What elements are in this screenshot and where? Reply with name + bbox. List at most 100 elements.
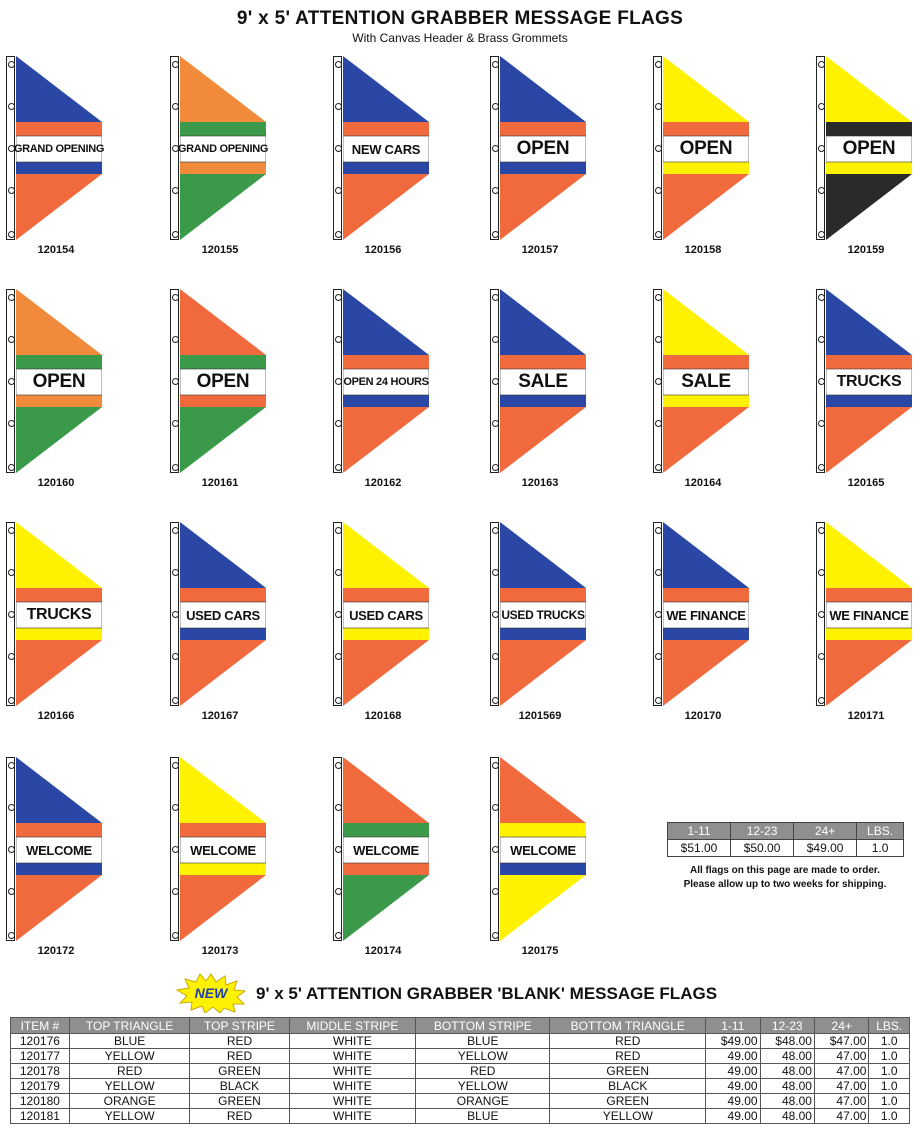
price-cell: $50.00 bbox=[730, 839, 795, 857]
flag-bottom-stripe bbox=[16, 162, 102, 174]
flag-middle-stripe bbox=[180, 136, 266, 162]
flag-bottom-triangle bbox=[343, 407, 429, 473]
flag-item: NEW CARS 120156 bbox=[333, 52, 433, 262]
flag-item: USED CARS 120167 bbox=[170, 518, 270, 728]
flag-graphic bbox=[343, 289, 429, 473]
flag-graphic bbox=[180, 757, 266, 941]
flag-bottom-triangle bbox=[16, 407, 102, 473]
table-cell: 47.00 bbox=[813, 1108, 870, 1124]
flag-message-border bbox=[826, 368, 912, 396]
grommet-icon bbox=[335, 846, 342, 853]
grommet-icon bbox=[492, 61, 499, 68]
grommet-icon bbox=[492, 569, 499, 576]
flag-bottom-stripe bbox=[16, 628, 102, 640]
grommet-icon bbox=[8, 187, 15, 194]
canvas-header bbox=[170, 289, 179, 473]
flag-middle-stripe bbox=[343, 136, 429, 162]
flag-graphic bbox=[16, 56, 102, 240]
flag-top-stripe bbox=[180, 122, 266, 136]
table-cell: WHITE bbox=[288, 1063, 417, 1079]
flag-top-triangle bbox=[16, 56, 102, 122]
flag-bottom-triangle bbox=[16, 875, 102, 941]
grommet-icon bbox=[172, 697, 179, 704]
flag-bottom-stripe bbox=[343, 628, 429, 640]
flag-item: USED TRUCKS 1201569 bbox=[490, 518, 590, 728]
table-cell: YELLOW bbox=[68, 1108, 191, 1124]
flag-message: WELCOME bbox=[353, 842, 419, 858]
flag-top-stripe bbox=[180, 355, 266, 369]
canvas-header bbox=[490, 757, 499, 941]
canvas-header bbox=[6, 56, 15, 240]
grommet-icon bbox=[655, 569, 662, 576]
flag-top-stripe bbox=[500, 588, 586, 602]
flag-item-number: 120167 bbox=[201, 710, 239, 722]
table-cell: ORANGE bbox=[68, 1093, 191, 1109]
flag-graphic bbox=[16, 289, 102, 473]
flag-bottom-stripe bbox=[663, 628, 749, 640]
canvas-header bbox=[653, 522, 662, 706]
flag-top-triangle bbox=[663, 522, 749, 588]
grommet-icon bbox=[655, 336, 662, 343]
grommet-icon bbox=[818, 231, 825, 238]
flag-message: OPEN bbox=[842, 138, 896, 159]
table-cell: 1.0 bbox=[868, 1108, 910, 1124]
grommet-icon bbox=[8, 294, 15, 301]
grommet-icon bbox=[172, 378, 179, 385]
blank-header-cell: TOP STRIPE bbox=[189, 1017, 290, 1034]
grommet-icon bbox=[335, 527, 342, 534]
flag-message: GRAND OPENING bbox=[177, 143, 269, 155]
flag-top-triangle bbox=[343, 56, 429, 122]
flag-top-stripe bbox=[663, 122, 749, 136]
flag-middle-stripe bbox=[16, 602, 102, 628]
flag-item-number: 120160 bbox=[37, 477, 75, 489]
flag-item: OPEN 120159 bbox=[816, 52, 916, 262]
flag-item-number: 120163 bbox=[521, 477, 559, 489]
flag-bottom-triangle bbox=[500, 174, 586, 240]
grommet-icon bbox=[8, 378, 15, 385]
order-note-line: All flags on this page are made to order… bbox=[689, 865, 881, 876]
price-header-row: 1-11 12-23 24+ LBS. bbox=[666, 822, 904, 840]
grommet-icon bbox=[8, 103, 15, 110]
table-cell: RED bbox=[189, 1048, 290, 1064]
grommet-icon bbox=[655, 464, 662, 471]
flag-bottom-stripe bbox=[180, 162, 266, 174]
flag-middle-stripe bbox=[663, 369, 749, 395]
table-cell: WHITE bbox=[288, 1033, 417, 1049]
flag-item-number: 120161 bbox=[201, 477, 239, 489]
flag-message-border bbox=[826, 135, 912, 163]
flag-message-border bbox=[343, 368, 429, 396]
grommet-icon bbox=[335, 932, 342, 939]
grommet-icon bbox=[172, 569, 179, 576]
flag-bottom-stripe bbox=[826, 162, 912, 174]
flag-middle-stripe bbox=[826, 136, 912, 162]
canvas-header bbox=[333, 289, 342, 473]
flag-message-border bbox=[180, 368, 266, 396]
flag-graphic bbox=[343, 757, 429, 941]
flag-top-stripe bbox=[343, 355, 429, 369]
grommet-icon bbox=[335, 336, 342, 343]
flag-message: WELCOME bbox=[26, 842, 92, 858]
price-cell: $51.00 bbox=[666, 839, 732, 857]
table-cell: 1.0 bbox=[868, 1048, 910, 1064]
canvas-header bbox=[170, 56, 179, 240]
grommet-icon bbox=[172, 804, 179, 811]
flag-bottom-triangle bbox=[343, 174, 429, 240]
grommet-icon bbox=[335, 187, 342, 194]
grommet-icon bbox=[172, 846, 179, 853]
grommet-icon bbox=[335, 611, 342, 618]
flag-bottom-triangle bbox=[180, 640, 266, 706]
flag-top-triangle bbox=[826, 289, 912, 355]
grommet-icon bbox=[492, 145, 499, 152]
blank-header-cell: BOTTOM STRIPE bbox=[415, 1017, 551, 1034]
table-cell: RED bbox=[68, 1063, 191, 1079]
grommet-icon bbox=[655, 420, 662, 427]
grommet-icon bbox=[335, 569, 342, 576]
price-cell: 1.0 bbox=[856, 839, 904, 857]
flag-bottom-triangle bbox=[663, 174, 749, 240]
blank-flags-table: ITEM # TOP TRIANGLE TOP STRIPE MIDDLE STRIP… bbox=[10, 1017, 910, 1124]
flag-top-stripe bbox=[16, 823, 102, 837]
table-cell: 1.0 bbox=[868, 1063, 910, 1079]
flag-graphic bbox=[826, 289, 912, 473]
grommet-icon bbox=[818, 187, 825, 194]
table-cell: 120177 bbox=[10, 1048, 70, 1064]
